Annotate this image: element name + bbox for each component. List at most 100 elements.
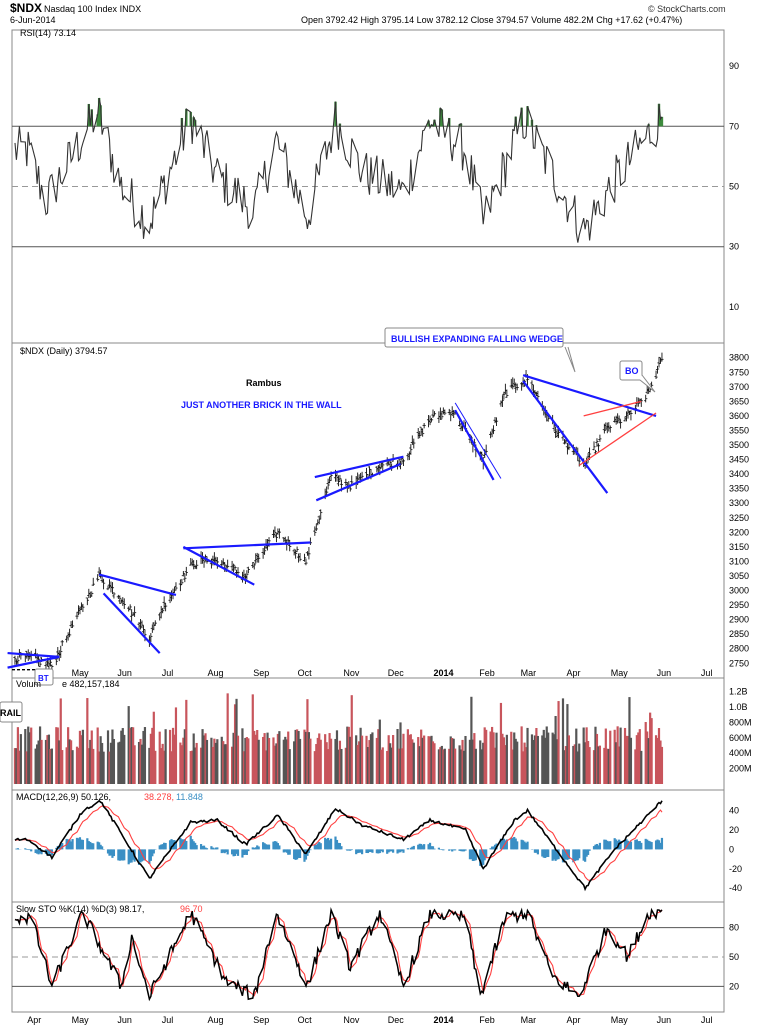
macd-histogram-bar <box>15 848 18 850</box>
macd-histogram-bar <box>161 844 164 850</box>
volume-bar <box>443 748 446 784</box>
volume-bar <box>262 736 265 784</box>
volume-bar <box>80 735 83 784</box>
bottom-month-label: Mar <box>521 1015 537 1025</box>
macd-histogram-bar <box>490 846 494 850</box>
volume-bar <box>448 748 451 784</box>
volume-bar <box>182 737 185 784</box>
macd-histogram-bar <box>325 839 328 850</box>
volume-bar <box>293 741 296 784</box>
rsi-overbought-fill <box>440 109 444 127</box>
ohlc-readout: Open 3792.42 High 3795.14 Low 3782.12 Cl… <box>301 15 683 25</box>
volume-bar <box>545 726 548 784</box>
volume-bar <box>499 702 503 784</box>
volume-bar <box>189 751 192 784</box>
macd-histogram-bar <box>318 841 321 850</box>
macd-tick-label: -20 <box>729 864 742 874</box>
macd-histogram-bar <box>309 849 312 851</box>
macd-histogram-bar <box>294 849 297 860</box>
volume-bar <box>644 722 647 784</box>
volume-bar <box>501 733 504 784</box>
macd-histogram-bar <box>471 849 474 861</box>
volume-bar <box>216 739 219 784</box>
macd-tick-label: 20 <box>729 825 739 835</box>
macd-histogram-bar <box>397 849 401 853</box>
volume-bar <box>646 731 649 784</box>
macd-histogram-bar <box>189 835 192 850</box>
volume-bar <box>459 749 463 784</box>
bottom-month-label: Aug <box>208 1015 224 1025</box>
macd-histogram-bar <box>356 849 359 854</box>
macd-histogram-bar <box>360 849 364 855</box>
price-tick-label: 3150 <box>729 542 749 552</box>
macd-histogram-bar <box>551 849 554 861</box>
volume-bar <box>173 734 176 784</box>
volume-bar <box>247 738 250 784</box>
volume-bar <box>170 751 173 784</box>
macd-histogram-bar <box>264 844 268 850</box>
macd-histogram-bar <box>284 849 287 852</box>
rsi-tick-label: 70 <box>729 121 739 131</box>
macd-histogram-bar <box>482 849 485 865</box>
volume-bar <box>96 727 99 784</box>
macd-histogram-bar <box>213 848 216 850</box>
macd-histogram-bar <box>554 849 557 861</box>
volume-bar <box>235 698 238 784</box>
volume-bar <box>523 742 526 784</box>
macd-histogram-bar <box>223 849 226 854</box>
macd-histogram-bar <box>96 841 99 850</box>
bottom-month-label: Apr <box>27 1015 41 1025</box>
macd-histogram-bar <box>298 849 302 859</box>
volume-bar <box>524 747 528 784</box>
macd-histogram-bar <box>582 849 585 861</box>
price-tick-label: 3550 <box>729 425 749 435</box>
macd-histogram-bar <box>27 849 30 851</box>
volume-bar <box>222 741 225 784</box>
blue-trendline <box>522 380 609 494</box>
macd-histogram-bar <box>366 849 370 854</box>
macd-histogram-bar <box>118 849 121 861</box>
macd-signal-line <box>14 805 663 881</box>
volume-bar <box>180 745 183 784</box>
volume-bar <box>273 745 277 784</box>
macd-histogram-bar <box>253 847 256 850</box>
macd-histogram-bar <box>37 849 40 855</box>
blue-trendline <box>183 541 311 550</box>
macd-histogram-bar <box>594 844 597 850</box>
volume-bar <box>514 738 517 784</box>
volume-bar <box>75 746 79 784</box>
volume-bar <box>380 749 383 784</box>
volume-bar <box>81 729 85 784</box>
macd-histogram-bar <box>80 839 83 850</box>
macd-histogram-bar <box>451 849 454 852</box>
volume-bar <box>242 751 246 784</box>
volume-bar <box>355 735 358 784</box>
macd-histogram-bar <box>69 841 73 850</box>
volume-bar <box>139 738 142 784</box>
volume-bar <box>387 735 390 784</box>
macd-histogram-bar <box>236 849 240 856</box>
volume-bar <box>356 745 359 784</box>
price-month-label: Feb <box>479 668 495 678</box>
volume-bar <box>378 719 381 784</box>
macd-histogram-bar <box>513 836 516 850</box>
volume-bar <box>68 739 71 784</box>
macd-histogram-bar <box>592 846 596 850</box>
macd-histogram-bar <box>262 842 265 850</box>
price-tick-label: 3300 <box>729 498 749 508</box>
volume-bar <box>132 727 135 784</box>
bottom-month-label: Apr <box>566 1015 580 1025</box>
macd-histogram-bar <box>40 849 43 855</box>
macd-histogram-bar <box>98 842 101 850</box>
volume-bar <box>47 734 51 784</box>
volume-bar <box>397 748 401 784</box>
volume-bar <box>267 737 271 784</box>
volume-bar <box>28 732 31 784</box>
macd-histogram-bar <box>313 844 316 850</box>
rsi-overbought-fill <box>433 119 436 127</box>
macd-histogram-bar <box>282 849 285 853</box>
rsi-overbought-fill <box>334 101 337 127</box>
volume-bar <box>338 740 342 784</box>
macd-histogram-bar <box>464 849 467 851</box>
macd-signal-label: 38.278, <box>144 792 174 802</box>
